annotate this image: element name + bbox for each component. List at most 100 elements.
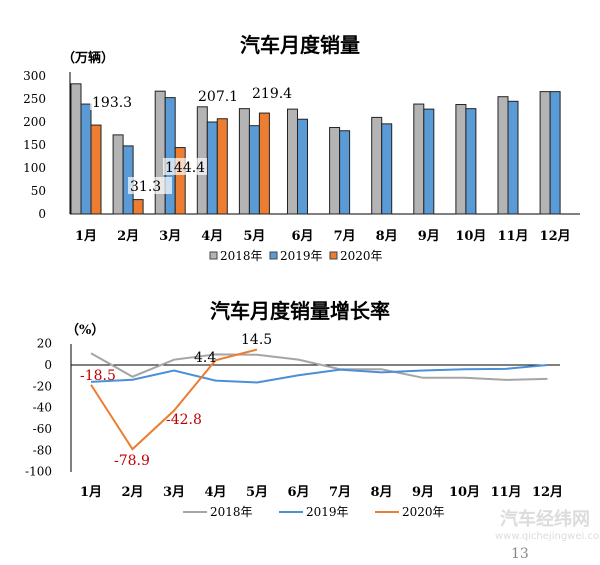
line-x-tick: 8月 — [370, 485, 392, 500]
bar-2018年-12月 — [539, 91, 551, 215]
line-x-tick: 10月 — [449, 485, 480, 500]
line-y-tick: -20 — [33, 379, 52, 393]
bar-x-tick: 8月 — [376, 229, 398, 244]
bar-2018年-8月 — [371, 116, 383, 215]
legend-label: 2018年 — [210, 505, 253, 519]
bar-2020年-1月 — [90, 124, 102, 215]
bar-x-tick: 6月 — [291, 229, 313, 244]
bar-data-label-bg — [90, 93, 134, 110]
bar-x-tick: 11月 — [497, 229, 528, 244]
bar-data-label: 219.4 — [252, 86, 292, 102]
line-x-tick: 7月 — [329, 485, 351, 500]
bar-data-label-bg — [196, 87, 240, 104]
watermark-url: www.qichejingwei.com — [495, 531, 600, 542]
line-x-tick: 4月 — [204, 485, 226, 500]
legend-label: 2019年 — [306, 505, 349, 519]
line-data-label: -42.8 — [166, 412, 202, 428]
bar-2018年-5月 — [238, 108, 250, 215]
line-x-tick: 5月 — [246, 485, 268, 500]
legend-swatch-2018年 — [209, 251, 218, 260]
bar-x-tick: 9月 — [418, 229, 440, 244]
bar-y-tick: 150 — [23, 138, 46, 152]
bar-y-tick: 300 — [23, 69, 46, 83]
bar-2020年-2月 — [132, 199, 144, 215]
bar-x-tick: 10月 — [455, 229, 486, 244]
line-data-label: -78.9 — [114, 453, 150, 469]
line-x-tick: 6月 — [287, 485, 309, 500]
bar-2019年-12月 — [549, 91, 561, 215]
line-data-label: -18.5 — [80, 368, 116, 384]
line-data-label: 4.4 — [194, 350, 216, 366]
line-y-tick: -40 — [33, 401, 52, 415]
bar-x-tick: 5月 — [243, 229, 265, 244]
line-y-tick: -80 — [33, 443, 52, 457]
bar-y-tick: 250 — [23, 92, 46, 106]
bar-y-unit: （万辆） — [62, 50, 114, 66]
line-x-tick: 11月 — [490, 485, 521, 500]
bar-2019年-9月 — [423, 108, 435, 215]
bar-2020年-3月 — [174, 147, 186, 215]
bar-2019年-7月 — [339, 130, 351, 215]
bar-2019年-4月 — [206, 121, 218, 215]
bar-data-label: 31.3 — [130, 179, 161, 195]
legend-swatch-2020年 — [329, 251, 338, 260]
line-x-tick: 12月 — [532, 485, 563, 500]
bar-2019年-6月 — [297, 118, 308, 215]
line-y-tick: 0 — [44, 358, 52, 372]
bar-x-tick: 4月 — [201, 229, 223, 244]
line-y-tick: -100 — [25, 465, 52, 479]
legend-label: 2020年 — [402, 505, 445, 519]
line-x-tick: 3月 — [163, 485, 185, 500]
legend-swatch-2019年 — [269, 251, 278, 260]
bar-data-label-bg — [128, 177, 172, 194]
line-y-tick: 20 — [37, 337, 52, 351]
line-chart-title: 汽车月度销量增长率 — [210, 299, 390, 323]
legend-label: 2019年 — [280, 249, 323, 263]
line-y-unit: （%） — [66, 322, 104, 338]
bar-2018年-2月 — [112, 134, 124, 215]
bar-data-label: 193.3 — [92, 95, 132, 111]
bar-2019年-3月 — [164, 97, 176, 215]
line-x-tick: 9月 — [412, 485, 434, 500]
legend-label: 2018年 — [220, 249, 263, 263]
bar-x-tick: 7月 — [334, 229, 356, 244]
bar-data-label: 144.4 — [165, 160, 205, 176]
bar-y-tick: 0 — [38, 207, 46, 221]
bar-2019年-11月 — [507, 100, 519, 215]
bar-data-label: 207.1 — [198, 89, 238, 105]
bar-y-tick: 200 — [23, 115, 46, 129]
line-y-tick: -60 — [33, 422, 52, 436]
bar-2018年-3月 — [154, 90, 166, 215]
watermark-brand: 汽车经纬网 — [500, 509, 590, 530]
page-number: 13 — [511, 546, 529, 562]
line-series-2018年 — [90, 352, 548, 381]
watermark: 汽车经纬网 www.qichejingwei.com — [495, 505, 600, 542]
line-x-tick: 1月 — [80, 485, 102, 500]
line-x-tick: 2月 — [121, 485, 143, 500]
bar-data-label-bg — [250, 84, 294, 101]
bar-y-tick: 100 — [23, 161, 46, 175]
bar-2018年-10月 — [455, 104, 467, 215]
bar-2019年-10月 — [465, 108, 477, 215]
bar-2018年-7月 — [329, 127, 341, 215]
line-data-label: 14.5 — [241, 332, 272, 348]
bar-x-tick: 2月 — [117, 229, 139, 244]
bar-chart-title: 汽车月度销量 — [240, 33, 360, 57]
bar-x-tick: 1月 — [75, 229, 97, 244]
bar-2019年-8月 — [381, 123, 393, 215]
bar-2018年-11月 — [497, 96, 509, 215]
bar-data-label-bg — [163, 158, 207, 175]
bar-2018年-6月 — [287, 108, 298, 215]
bar-2020年-5月 — [258, 112, 270, 215]
bar-2018年-9月 — [413, 103, 425, 215]
bar-x-tick: 12月 — [540, 229, 571, 244]
bar-2020年-4月 — [216, 118, 228, 215]
legend-label: 2020年 — [340, 249, 383, 263]
bar-y-tick: 50 — [31, 184, 46, 198]
bar-x-tick: 3月 — [159, 229, 181, 244]
bar-2018年-1月 — [70, 83, 82, 215]
bar-2019年-5月 — [248, 125, 260, 215]
bar-2019年-1月 — [80, 103, 92, 215]
line-series-2019年 — [90, 364, 548, 384]
